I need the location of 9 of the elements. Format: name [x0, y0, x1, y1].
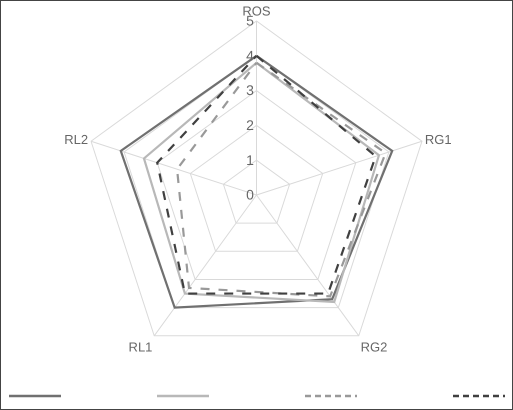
y-tick-label: 1: [246, 152, 254, 168]
y-tick-label: 4: [246, 47, 254, 64]
spoke-label: RG1: [424, 132, 452, 147]
spoke-label: RL1: [128, 339, 152, 354]
spoke-label: RL2: [64, 132, 88, 147]
y-tick-label: 0: [246, 186, 254, 203]
y-tick-label: 3: [246, 82, 254, 98]
spoke-label: RG2: [360, 339, 388, 354]
y-tick-label: 2: [246, 116, 254, 133]
